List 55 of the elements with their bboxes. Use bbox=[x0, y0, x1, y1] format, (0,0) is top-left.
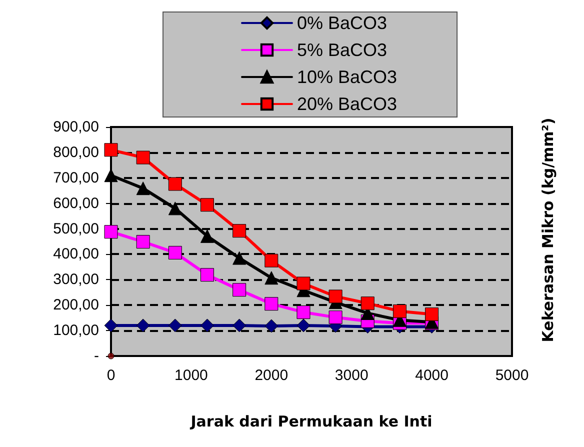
point bbox=[425, 308, 439, 322]
legend-label: 5% BaCO3 bbox=[297, 40, 388, 60]
point bbox=[360, 296, 374, 310]
y-tick-label: 100,00 bbox=[53, 322, 99, 340]
y-tick-label: 500,00 bbox=[53, 220, 99, 238]
legend-label: 0% BaCO3 bbox=[297, 13, 388, 33]
point bbox=[104, 225, 118, 239]
point bbox=[200, 318, 214, 332]
point bbox=[232, 318, 246, 332]
legend-label: 10% BaCO3 bbox=[297, 67, 398, 87]
y-tick-label: 900,00 bbox=[53, 118, 99, 136]
point bbox=[200, 229, 214, 243]
x-tick-label: 3000 bbox=[334, 367, 368, 384]
point bbox=[296, 318, 310, 332]
point bbox=[328, 310, 342, 324]
point bbox=[136, 235, 150, 249]
point bbox=[168, 318, 182, 332]
point bbox=[104, 318, 118, 332]
point bbox=[104, 168, 118, 182]
point bbox=[136, 318, 150, 332]
y-tick-label: 200,00 bbox=[53, 296, 99, 314]
point bbox=[168, 246, 182, 260]
point bbox=[232, 283, 246, 297]
x-tick-label: 4000 bbox=[415, 367, 448, 384]
y-tick-label: 700,00 bbox=[53, 169, 99, 186]
point bbox=[296, 305, 310, 319]
y-tick-label: 800,00 bbox=[53, 144, 99, 161]
point bbox=[232, 251, 246, 265]
point bbox=[296, 276, 310, 290]
x-axis-title: Jarak dari Permukaan ke Inti bbox=[190, 412, 432, 430]
y-tick-label: 300,00 bbox=[53, 271, 99, 288]
point bbox=[136, 182, 150, 196]
point bbox=[392, 304, 406, 318]
point bbox=[136, 150, 150, 164]
point bbox=[264, 297, 278, 311]
point bbox=[108, 352, 114, 360]
x-tick-label: 1000 bbox=[174, 367, 208, 384]
point bbox=[200, 198, 214, 212]
point bbox=[328, 290, 342, 304]
point bbox=[264, 271, 278, 285]
x-tick-label: 2000 bbox=[254, 367, 288, 384]
point bbox=[168, 202, 182, 216]
y-tick-label: - bbox=[94, 348, 99, 364]
x-tick-label: 5000 bbox=[495, 367, 529, 384]
point bbox=[168, 177, 182, 191]
x-tick-label: 0 bbox=[106, 367, 116, 384]
y-tick-label: 400,00 bbox=[53, 246, 99, 263]
point bbox=[104, 143, 118, 157]
legend-label: 20% BaCO3 bbox=[297, 94, 398, 114]
y-tick-label: 600,00 bbox=[53, 194, 99, 212]
point bbox=[264, 254, 278, 268]
point bbox=[200, 268, 214, 282]
point bbox=[232, 224, 246, 238]
point bbox=[264, 319, 278, 333]
y-axis-title: Kekerasan Mikro (kg/mm²) bbox=[539, 118, 557, 342]
